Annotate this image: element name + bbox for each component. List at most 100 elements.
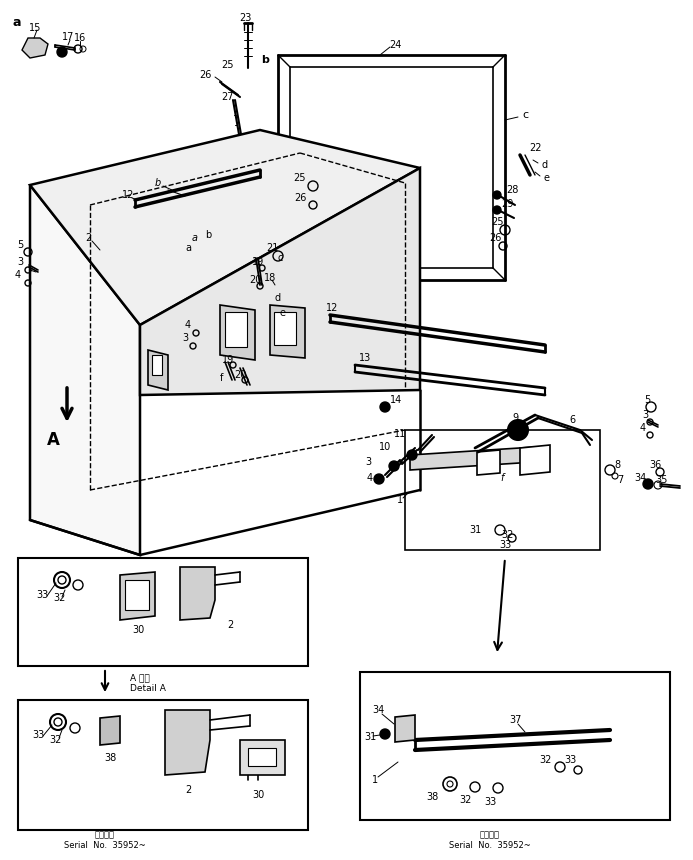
- Text: 15: 15: [29, 23, 41, 33]
- Circle shape: [380, 729, 390, 739]
- Circle shape: [380, 402, 390, 412]
- Text: 32: 32: [54, 593, 67, 603]
- Text: 4: 4: [15, 270, 21, 280]
- Text: 25: 25: [294, 173, 306, 183]
- Polygon shape: [165, 710, 210, 775]
- Text: a: a: [12, 15, 21, 28]
- Bar: [360, 672, 670, 820]
- Circle shape: [374, 474, 384, 484]
- Text: d: d: [275, 293, 281, 303]
- Text: 30: 30: [252, 790, 264, 800]
- Polygon shape: [100, 716, 120, 745]
- Text: 通用号等
Serial  No.  35952~: 通用号等 Serial No. 35952~: [64, 830, 146, 850]
- Text: 18: 18: [264, 273, 276, 283]
- Text: 3: 3: [642, 410, 648, 420]
- Text: b: b: [155, 178, 161, 188]
- Circle shape: [493, 206, 501, 214]
- Text: 29: 29: [501, 199, 514, 209]
- Text: 26: 26: [199, 70, 211, 80]
- Text: 33: 33: [564, 755, 576, 765]
- Text: 14: 14: [390, 395, 402, 405]
- Bar: [18, 700, 308, 830]
- Text: 31: 31: [469, 525, 481, 535]
- Text: 32: 32: [49, 735, 61, 745]
- Text: 21: 21: [266, 243, 278, 253]
- Text: a: a: [185, 243, 191, 253]
- Polygon shape: [30, 130, 420, 325]
- Text: 12: 12: [122, 190, 134, 200]
- Text: f: f: [220, 373, 224, 383]
- Text: 33: 33: [499, 540, 511, 550]
- Text: 34: 34: [634, 473, 646, 483]
- Text: 4: 4: [640, 423, 646, 433]
- Circle shape: [493, 191, 501, 199]
- Text: 33: 33: [484, 797, 496, 807]
- Text: 4: 4: [367, 473, 373, 483]
- Text: 38: 38: [426, 792, 438, 802]
- Polygon shape: [140, 168, 420, 395]
- Text: 1: 1: [372, 775, 378, 785]
- Text: 19: 19: [252, 257, 264, 267]
- Text: 27: 27: [222, 92, 234, 102]
- Polygon shape: [220, 305, 255, 360]
- Polygon shape: [22, 38, 48, 58]
- Text: 11: 11: [394, 429, 406, 439]
- Polygon shape: [477, 450, 500, 475]
- Circle shape: [508, 420, 528, 440]
- Text: 20: 20: [234, 370, 246, 380]
- Text: 13: 13: [359, 353, 371, 363]
- Text: 12: 12: [326, 303, 338, 313]
- Text: 4: 4: [185, 320, 191, 330]
- Text: 36: 36: [649, 460, 661, 470]
- Text: 35: 35: [656, 475, 668, 485]
- Circle shape: [383, 405, 387, 409]
- Text: 8: 8: [614, 460, 620, 470]
- Text: 28: 28: [506, 185, 518, 195]
- Text: e: e: [279, 308, 285, 318]
- Text: f: f: [500, 473, 504, 483]
- Circle shape: [57, 47, 67, 57]
- Text: c: c: [522, 110, 528, 120]
- Text: A 詳図
Detail A: A 詳図 Detail A: [130, 673, 166, 692]
- Text: 2: 2: [185, 785, 191, 795]
- Bar: [18, 558, 308, 666]
- Text: 30: 30: [132, 625, 144, 635]
- Circle shape: [59, 49, 65, 55]
- Text: 2: 2: [85, 233, 91, 243]
- Bar: [152, 355, 162, 375]
- Text: 34: 34: [372, 705, 384, 715]
- Text: 16: 16: [74, 33, 86, 43]
- Text: 26: 26: [294, 193, 306, 203]
- Text: 10: 10: [379, 442, 391, 452]
- Circle shape: [407, 450, 417, 460]
- Text: 9: 9: [512, 413, 518, 423]
- Text: 31: 31: [364, 732, 376, 742]
- Bar: [225, 312, 247, 347]
- Text: 33: 33: [36, 590, 48, 600]
- Polygon shape: [148, 350, 168, 390]
- Text: d: d: [542, 160, 548, 170]
- Polygon shape: [395, 715, 415, 742]
- Bar: [240, 740, 285, 775]
- Text: 3: 3: [365, 457, 371, 467]
- Polygon shape: [180, 567, 215, 620]
- Text: 32: 32: [459, 795, 471, 805]
- Text: 24: 24: [389, 40, 401, 50]
- Text: 38: 38: [104, 753, 116, 763]
- Text: A: A: [46, 431, 60, 449]
- Text: 5: 5: [17, 240, 23, 250]
- Bar: [274, 312, 296, 345]
- Text: 32: 32: [502, 530, 514, 540]
- Text: 22: 22: [529, 143, 541, 153]
- Text: 26: 26: [489, 233, 501, 243]
- Polygon shape: [270, 305, 305, 358]
- Polygon shape: [30, 185, 140, 555]
- Text: 通用号等
Serial  No.  35952~: 通用号等 Serial No. 35952~: [449, 830, 531, 850]
- Text: 5: 5: [644, 395, 650, 405]
- Text: 25: 25: [491, 217, 503, 227]
- Text: b: b: [205, 230, 211, 240]
- Text: 19: 19: [222, 355, 234, 365]
- Text: 6: 6: [569, 415, 575, 425]
- Text: 3: 3: [182, 333, 188, 343]
- Text: a: a: [192, 233, 198, 243]
